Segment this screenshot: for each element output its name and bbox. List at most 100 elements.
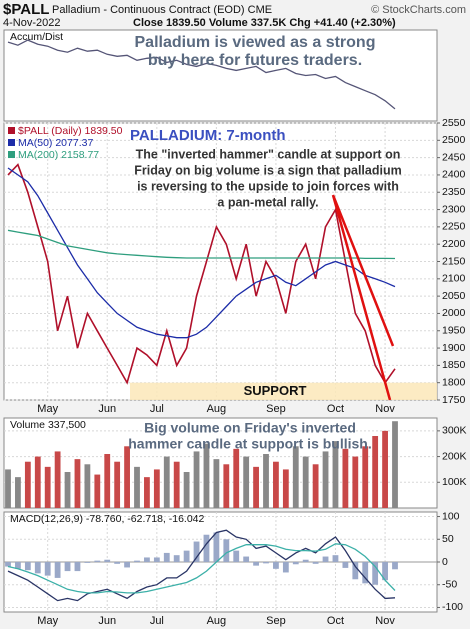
bar — [183, 472, 190, 508]
symbol: $PALL — [3, 1, 49, 18]
bar — [253, 562, 259, 566]
legend-entry: MA(50) 2077.37 — [18, 137, 93, 149]
legend-swatch — [8, 127, 15, 134]
panel-frame — [3, 29, 438, 122]
panel-legend: Volume 337,500 — [10, 419, 86, 431]
bar — [64, 472, 71, 508]
bar — [362, 562, 369, 584]
x-tick-label: Jul — [150, 403, 164, 415]
bar — [392, 421, 398, 508]
bar — [233, 550, 240, 562]
bar — [243, 456, 250, 508]
bar — [273, 562, 279, 569]
bar — [292, 562, 299, 565]
x-tick-label: Sep — [266, 615, 286, 627]
bar — [54, 451, 61, 508]
trend-line — [331, 194, 395, 401]
x-tick-label: Oct — [327, 403, 344, 415]
annotation: buy here for futures traders. — [148, 52, 362, 69]
x-tick-label: May — [37, 615, 58, 627]
series-line — [7, 229, 396, 260]
bar — [163, 552, 170, 562]
y-tick-label: 2400 — [442, 169, 466, 181]
y-tick-label: 2450 — [442, 151, 466, 163]
bar — [392, 562, 398, 570]
bar — [114, 562, 121, 564]
x-tick-label: Nov — [375, 403, 395, 415]
bar — [273, 461, 279, 508]
y-tick-label: 1950 — [442, 325, 466, 337]
y-tick-label: -100 — [442, 601, 463, 613]
bar — [263, 454, 269, 508]
bar — [372, 562, 379, 585]
source: © StockCharts.com — [371, 4, 466, 16]
annotation: Palladium is viewed as a strong — [135, 34, 376, 51]
y-tick-label: -50 — [442, 579, 457, 591]
annotation: Big volume on Friday's inverted — [144, 420, 356, 436]
y-tick-label: 1900 — [442, 342, 466, 354]
bar — [94, 560, 101, 562]
bar — [302, 456, 309, 508]
bar — [352, 456, 359, 508]
panel-title: PALLADIUM: 7-month — [130, 127, 286, 144]
bar — [104, 454, 111, 508]
bar — [34, 562, 41, 574]
legend-swatch — [8, 139, 15, 146]
y-tick-label: 2250 — [442, 221, 466, 233]
bar — [84, 562, 91, 563]
bar — [312, 464, 319, 508]
quote: Close 1839.50 Volume 337.5K Chg +41.40 (… — [133, 17, 396, 29]
bar — [332, 441, 339, 508]
bar — [322, 556, 329, 562]
bar — [312, 562, 319, 564]
bar — [124, 562, 130, 568]
bar — [5, 562, 11, 567]
y-tick-label: 2300 — [442, 203, 466, 215]
x-tick-label: Aug — [207, 615, 227, 627]
bar — [263, 562, 269, 564]
bar — [243, 556, 250, 562]
x-tick-label: Jun — [98, 615, 116, 627]
y-tick-label: 2100 — [442, 273, 466, 285]
x-tick-label: May — [37, 403, 58, 415]
bar — [104, 559, 111, 562]
y-tick-label: 2200 — [442, 238, 466, 250]
bar — [352, 562, 359, 580]
y-tick-label: 50 — [442, 533, 454, 545]
bar — [153, 469, 160, 508]
bar — [193, 451, 200, 508]
bar — [213, 532, 220, 562]
bar — [173, 461, 180, 508]
bar — [5, 469, 11, 508]
bar — [54, 562, 61, 578]
bar — [233, 448, 240, 508]
x-tick-label: Jun — [98, 403, 116, 415]
support-label: SUPPORT — [244, 383, 307, 398]
bar — [144, 477, 150, 508]
bar — [362, 446, 369, 508]
bar — [124, 446, 130, 508]
legend-swatch — [8, 151, 15, 158]
y-tick-label: 2500 — [442, 134, 466, 146]
x-tick-label: Aug — [207, 403, 227, 415]
annotation: Friday on big volume is a sign that pall… — [134, 163, 401, 177]
bar — [253, 466, 259, 508]
bar — [342, 448, 349, 508]
support-band — [130, 382, 437, 400]
annotation: is reversing to the upside to join force… — [137, 179, 399, 193]
bar — [34, 456, 41, 508]
bar — [292, 446, 299, 508]
series-line — [7, 543, 396, 594]
y-tick-label: 2050 — [442, 290, 466, 302]
bar — [44, 562, 51, 576]
bar — [372, 436, 379, 508]
bar — [183, 550, 190, 562]
bar — [223, 539, 230, 562]
bar — [332, 555, 339, 562]
date: 4-Nov-2022 — [3, 17, 60, 29]
y-tick-label: 2550 — [442, 117, 466, 129]
bar — [163, 456, 170, 508]
instrument-name: Palladium - Continuous Contract (EOD) CM… — [52, 4, 272, 16]
legend-entry: $PALL (Daily) 1839.50 — [18, 125, 123, 137]
